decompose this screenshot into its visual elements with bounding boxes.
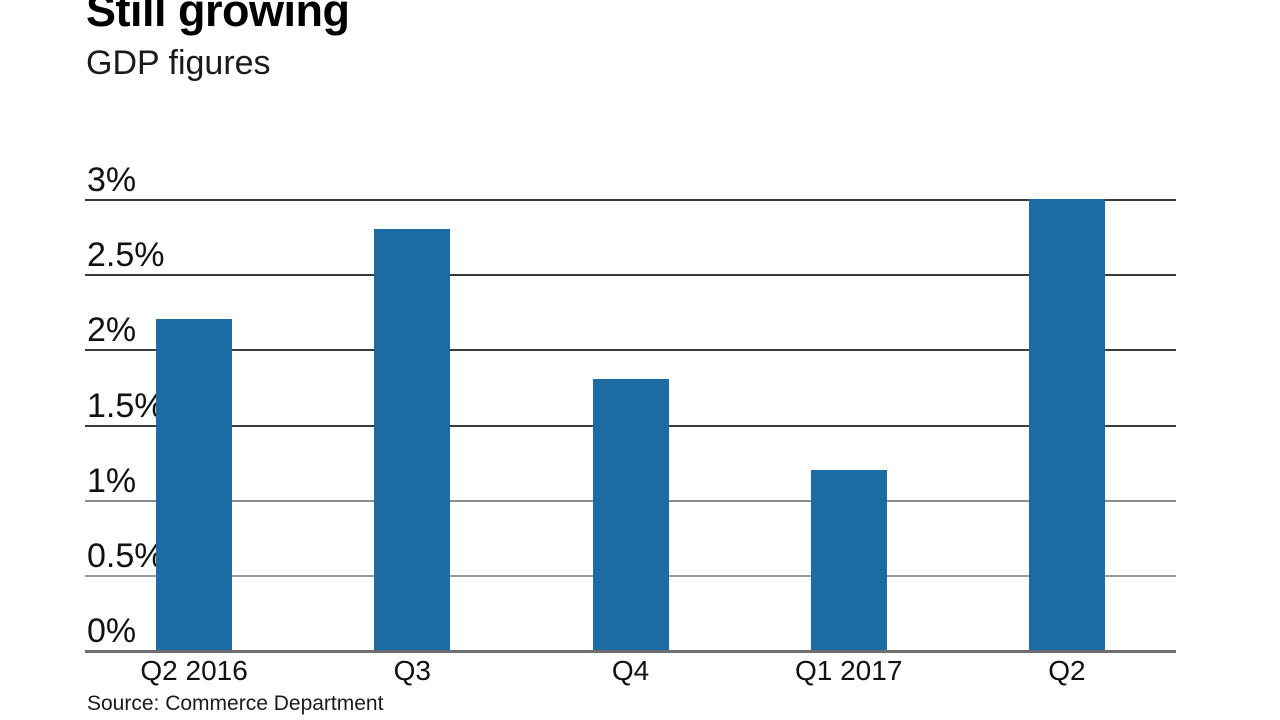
y-axis-tick-label-2: 2% [87, 311, 137, 350]
source-note: Source: Commerce Department [87, 692, 384, 715]
x-axis-baseline [85, 650, 1176, 653]
y-axis-tick-label-0: 3% [87, 161, 137, 199]
bar-q3 [374, 229, 451, 650]
chart-subtitle: GDP figures [86, 44, 271, 82]
x-axis-tick-label-3: Q1 2017 [794, 655, 903, 686]
x-axis-tick-label-0: Q2 2016 [140, 655, 248, 686]
gridline-3 [85, 199, 1176, 201]
bar-series [85, 199, 1176, 650]
gridline-2p5 [85, 274, 1176, 277]
bar-q1-2017 [810, 469, 887, 650]
y-axis-tick-label-3: 1.5% [87, 386, 165, 425]
y-axis-tick-label-1: 2.5% [87, 236, 165, 275]
bar-q4 [592, 379, 669, 650]
y-axis-tick-label-5: 0.5% [87, 536, 165, 575]
x-axis-tick-label-4: Q2 [1048, 655, 1086, 686]
bar-q2-2017 [1028, 199, 1105, 650]
page-title: Still growing [86, 0, 350, 36]
gridline-2 [85, 349, 1176, 352]
x-axis-tick-label-1: Q3 [393, 655, 431, 686]
bar-q2-2016 [156, 319, 233, 650]
y-axis-tick-label-4: 1% [87, 461, 137, 500]
x-axis-tick-label-2: Q4 [611, 655, 650, 686]
y-axis-tick-label-6: 0% [87, 612, 137, 650]
